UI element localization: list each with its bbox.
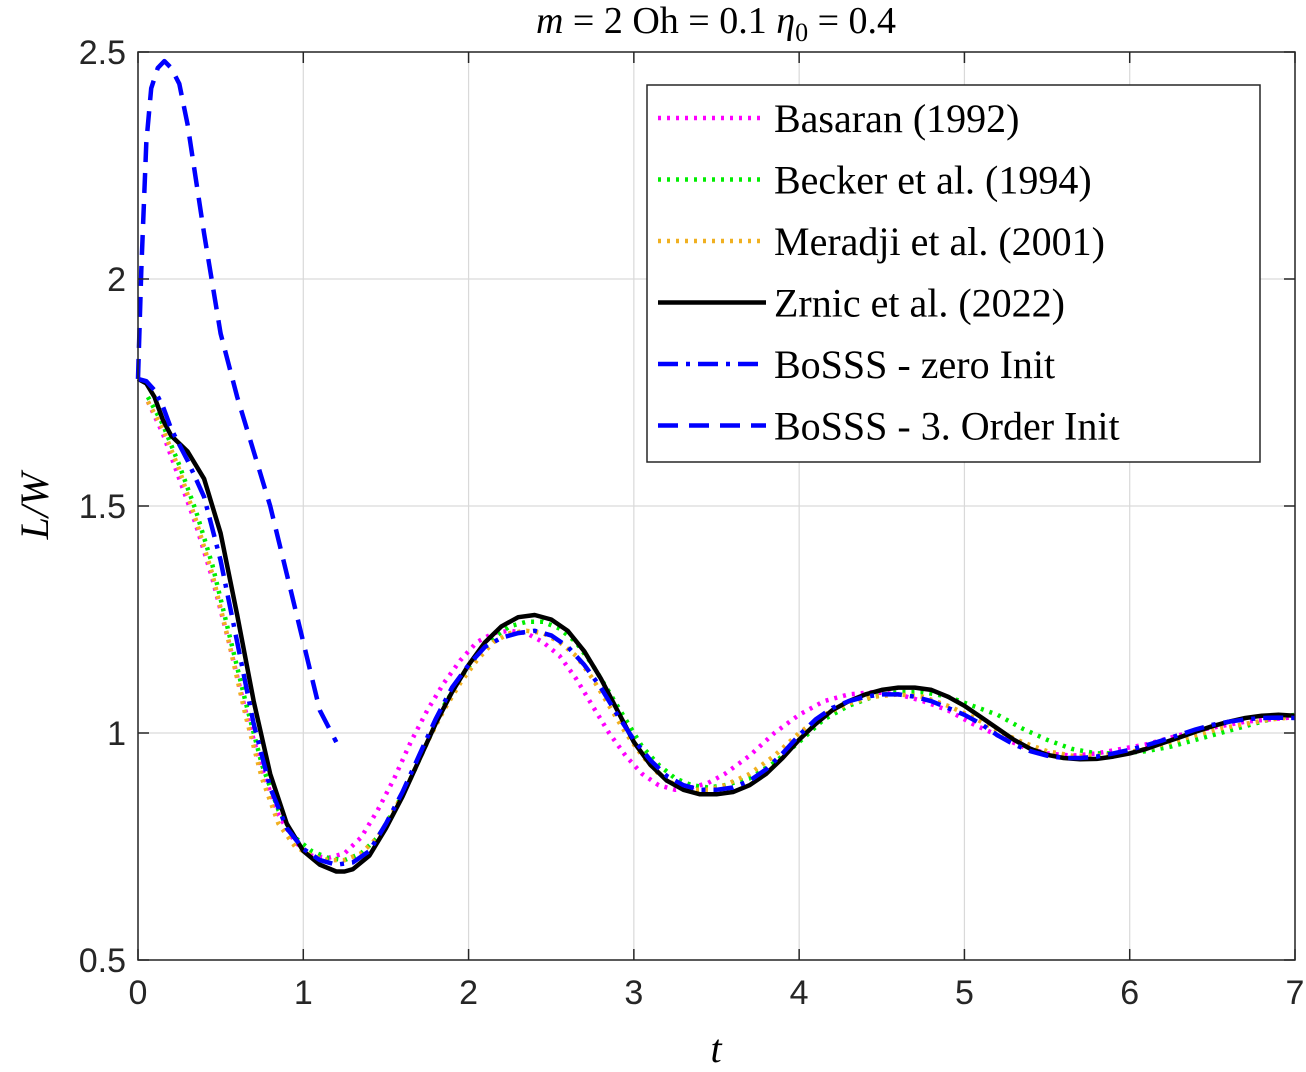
ticks <box>137 51 1296 961</box>
legend-label-5: BoSSS - 3. Order Init <box>774 404 1120 449</box>
y-tick-label: 2.5 <box>79 34 126 72</box>
title-m: m <box>536 0 563 42</box>
y-tick-label: 1 <box>107 715 126 753</box>
title-eta: η <box>776 0 795 42</box>
x-tick-label: 3 <box>624 974 643 1012</box>
tick-labels: 0 1 2 3 4 5 6 7 0.5 1 1.5 2 2.5 <box>79 34 1305 1012</box>
title-eta-value: = 0.4 <box>808 0 896 42</box>
x-tick-label: 6 <box>1120 974 1139 1012</box>
series-line-4 <box>137 376 1296 867</box>
y-tick-label: 2 <box>107 261 126 299</box>
legend-label-1: Becker et al. (1994) <box>774 158 1092 203</box>
legend: Basaran (1992) Becker et al. (1994) Meradj… <box>646 84 1261 463</box>
x-tick-label: 7 <box>1286 974 1305 1012</box>
title-m-value: = 2 Oh = 0.1 <box>563 0 776 42</box>
x-tick-label: 0 <box>129 974 148 1012</box>
legend-label-2: Meradji et al. (2001) <box>774 219 1105 264</box>
legend-label-0: Basaran (1992) <box>774 96 1019 141</box>
y-tick-label: 1.5 <box>79 488 126 526</box>
x-axis-label: t <box>710 1026 722 1071</box>
y-tick-label: 0.5 <box>79 942 126 980</box>
y-axis-label: L/W <box>12 469 57 540</box>
series-line-1 <box>145 395 1296 863</box>
x-tick-label: 4 <box>790 974 809 1012</box>
chart-title: m = 2 Oh = 0.1 η0 = 0.4 <box>536 0 896 47</box>
x-tick-label: 2 <box>459 974 478 1012</box>
legend-label-4: BoSSS - zero Init <box>774 342 1055 387</box>
x-tick-label: 5 <box>955 974 974 1012</box>
legend-box <box>646 84 1261 463</box>
series-layer <box>135 58 1296 874</box>
legend-label-3: Zrnic et al. (2022) <box>774 281 1065 326</box>
series-line-5 <box>135 58 339 744</box>
title-eta-subscript: 0 <box>795 18 808 47</box>
x-tick-label: 1 <box>294 974 313 1012</box>
series-line-2 <box>145 400 1296 863</box>
